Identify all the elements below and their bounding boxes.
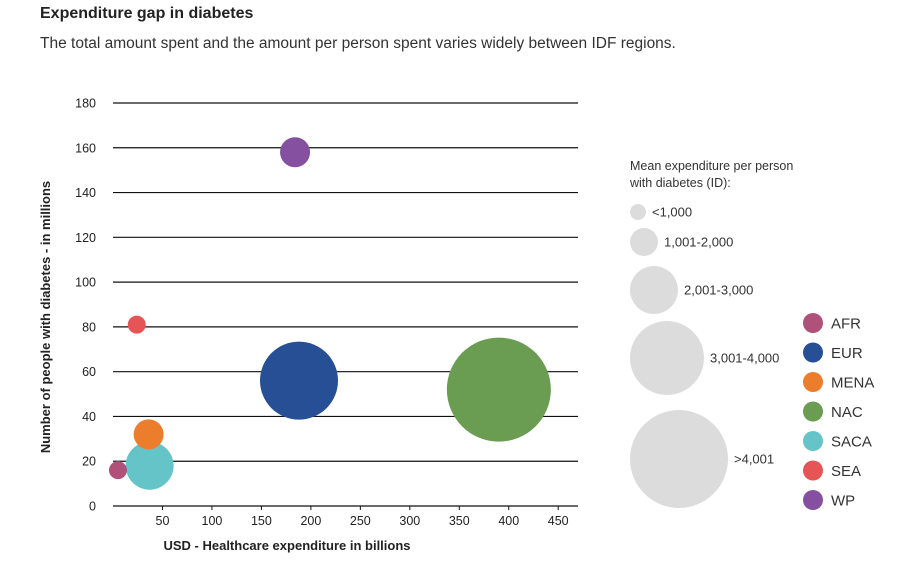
- chart-subtitle: The total amount spent and the amount pe…: [40, 35, 676, 52]
- size-legend: Mean expenditure per person with diabete…: [629, 159, 793, 508]
- bubbles: [108, 137, 551, 490]
- size-legend-title-line-2: with diabetes (ID):: [629, 176, 731, 190]
- y-tick-labels: 0 20 40 60 80 100 120 140 160 180: [75, 97, 96, 514]
- bubble-eur: [260, 341, 338, 420]
- legend-label-saca: SACA: [831, 434, 872, 451]
- size-legend-label: >4,001: [734, 452, 774, 467]
- grid-lines: [113, 102, 578, 510]
- bubble-mena: [133, 419, 164, 450]
- legend-swatch-sea: [803, 460, 823, 481]
- bubble-wp: [280, 137, 311, 168]
- size-legend-circle: [630, 204, 646, 220]
- bubble-saca: [125, 441, 174, 490]
- legend-swatch-afr: [803, 313, 823, 333]
- size-legend-label: 1,001-2,000: [664, 235, 733, 250]
- size-legend-title-line-1: Mean expenditure per person: [630, 159, 793, 173]
- legend-label-eur: EUR: [831, 345, 863, 362]
- y-tick-label: 40: [82, 410, 96, 424]
- y-tick-label: 0: [89, 500, 96, 514]
- y-tick-label: 100: [75, 276, 96, 290]
- y-tick-label: 180: [75, 97, 96, 111]
- legend-swatch-wp: [803, 490, 823, 510]
- color-legend: AFR EUR MENA NAC SACA SEA WP: [803, 313, 874, 510]
- y-tick-label: 120: [75, 231, 96, 245]
- size-legend-label: 3,001-4,000: [710, 351, 779, 366]
- y-tick-label: 80: [82, 320, 96, 334]
- chart-title: Expenditure gap in diabetes: [40, 5, 254, 22]
- legend-label-sea: SEA: [831, 463, 861, 480]
- x-tick-label: 450: [548, 514, 569, 528]
- size-legend-circle: [630, 410, 728, 508]
- x-tick-label: 200: [300, 514, 321, 528]
- legend-swatch-saca: [803, 431, 823, 451]
- legend-swatch-nac: [803, 401, 823, 422]
- x-tick-label: 100: [202, 514, 223, 528]
- size-legend-label: 2,001-3,000: [684, 283, 753, 298]
- bubble-afr: [108, 461, 127, 480]
- x-tick-labels: 50 100 150 200 250 300 350 400 450: [156, 514, 569, 528]
- y-tick-label: 60: [82, 365, 96, 379]
- legend-swatch-eur: [803, 342, 823, 363]
- bubble-sea: [127, 315, 146, 334]
- legend-label-wp: WP: [831, 493, 855, 510]
- legend-label-nac: NAC: [831, 404, 863, 421]
- x-axis-label: USD - Healthcare expenditure in billions: [163, 538, 410, 553]
- x-tick-label: 250: [350, 514, 371, 528]
- x-tick-label: 300: [399, 514, 420, 528]
- legend-swatch-mena: [803, 372, 823, 392]
- legend-label-mena: MENA: [831, 375, 874, 392]
- x-tick-label: 50: [156, 514, 170, 528]
- bubble-nac: [446, 337, 551, 442]
- size-legend-label: <1,000: [652, 205, 692, 220]
- y-tick-label: 160: [75, 141, 96, 155]
- size-legend-circle: [630, 266, 678, 314]
- y-axis-label: Number of people with diabetes - in mill…: [38, 181, 53, 453]
- y-tick-label: 20: [82, 455, 96, 469]
- x-tick-label: 350: [449, 514, 470, 528]
- legend-label-afr: AFR: [831, 316, 861, 333]
- y-tick-label: 140: [75, 186, 96, 200]
- x-tick-label: 150: [251, 514, 272, 528]
- x-tick-label: 400: [498, 514, 519, 528]
- size-legend-circle: [630, 321, 704, 395]
- size-legend-circle: [630, 228, 658, 256]
